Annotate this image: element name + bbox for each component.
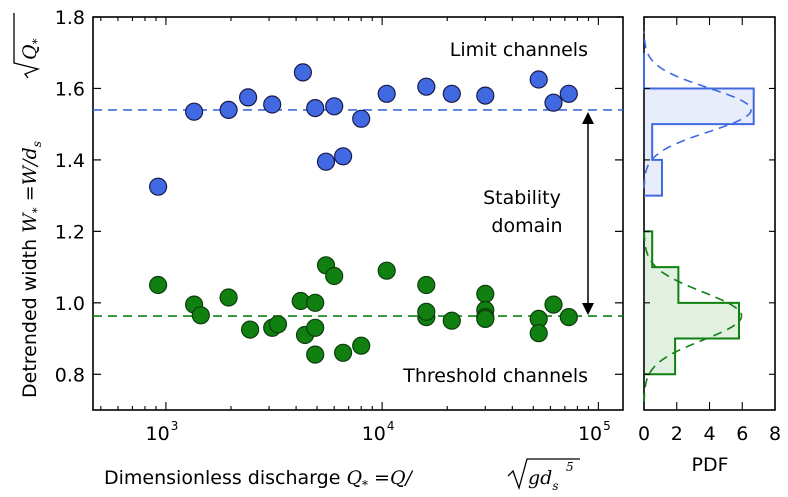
y-tick-label: 1.8 (55, 7, 85, 29)
x-tick-label: 103 (146, 419, 179, 445)
pdf-tick-label: 2 (671, 423, 683, 445)
threshold-channel-point (476, 284, 495, 303)
limit-channel-point (352, 109, 371, 128)
threshold-channel-point (149, 275, 168, 295)
limit-channel-point (476, 86, 495, 105)
threshold-channels-series (149, 256, 578, 364)
y-tick-label: 1.4 (55, 150, 85, 172)
limit-channel-point (559, 84, 578, 103)
threshold-channel-point (306, 293, 325, 312)
threshold-channel-point (334, 343, 353, 362)
threshold-channel-point (352, 336, 371, 355)
limit-channels-label: Limit channels (450, 39, 588, 61)
threshold-channel-point (268, 315, 288, 334)
limit-channel-point (239, 88, 258, 107)
pdf-tick-label: 4 (703, 423, 715, 445)
threshold-channel-point (559, 308, 578, 327)
limit-channels-series (149, 63, 578, 196)
limit-channel-point (316, 152, 336, 171)
threshold-channel-point (476, 309, 495, 328)
limit-gaussian-fit (643, 31, 752, 189)
threshold-channel-point (219, 288, 238, 307)
limit-channel-point (544, 93, 563, 112)
threshold-channels-label: Threshold channels (402, 365, 588, 387)
svg-text:Q*: Q* (19, 38, 44, 60)
limit-channel-point (185, 102, 204, 121)
y-axis-label: Detrended width W* =W/ds Q* (13, 13, 44, 398)
limit-channel-point (442, 84, 461, 103)
x-axis-ticks: 103 104 105 (100, 17, 611, 445)
pdf-tick-label: 8 (769, 423, 781, 445)
pdf-tick-label: 0 (638, 423, 650, 445)
svg-text:gds: gds (528, 467, 559, 493)
y-tick-label: 0.8 (55, 364, 85, 386)
svg-text:5: 5 (566, 460, 574, 474)
y-tick-label: 1.6 (55, 78, 85, 100)
threshold-channel-point (544, 295, 563, 314)
threshold-channel-point (377, 261, 396, 280)
pdf-tick-label: 6 (736, 423, 748, 445)
y-tick-label: 1.0 (55, 293, 85, 315)
x-tick-label: 105 (578, 419, 611, 445)
threshold-channel-point (417, 302, 436, 321)
threshold-channel-point (306, 318, 325, 337)
pdf-x-axis-label: PDF (691, 454, 728, 476)
limit-histogram-outline (643, 52, 755, 197)
stability-domain-label-line2: domain (491, 215, 562, 237)
scatter-panel: Limit channels Threshold channels Stabil… (13, 7, 624, 493)
limit-channel-point (377, 84, 396, 103)
threshold-gaussian-fit (643, 229, 743, 403)
svg-text:Detrended width W* =W/ds: Detrended width W* =W/ds (19, 141, 44, 398)
threshold-channel-point (442, 311, 461, 330)
y-tick-label: 1.2 (55, 221, 85, 243)
stability-domain-label-line1: Stability (483, 187, 561, 209)
threshold-channel-point (325, 266, 344, 286)
limit-channel-point (263, 95, 282, 114)
limit-channel-point (293, 63, 312, 82)
threshold-channel-point (306, 345, 325, 364)
limit-channel-point (417, 77, 436, 96)
pdf-histograms (643, 31, 755, 403)
y-axis-ticks: 0.8 1.0 1.2 1.4 1.6 1.8 (55, 7, 623, 386)
threshold-channel-point (241, 320, 260, 339)
limit-channel-point (306, 98, 325, 118)
stability-domain-arrow (582, 112, 594, 315)
limit-channel-point (149, 177, 168, 196)
x-tick-label: 104 (362, 419, 395, 445)
limit-channel-point (529, 70, 548, 89)
limit-channel-point (325, 97, 344, 116)
x-axis-label-sqrt: gds 5 (507, 458, 580, 493)
threshold-histogram-outline (644, 230, 740, 376)
threshold-channel-point (417, 275, 436, 295)
limit-channel-point (334, 147, 353, 166)
threshold-channel-point (191, 306, 210, 325)
x-axis-label: Dimensionless discharge Q* =Q/ (104, 467, 414, 492)
pdf-plot-frame (643, 16, 776, 411)
threshold-channel-point (529, 324, 548, 343)
limit-channel-point (219, 100, 238, 120)
